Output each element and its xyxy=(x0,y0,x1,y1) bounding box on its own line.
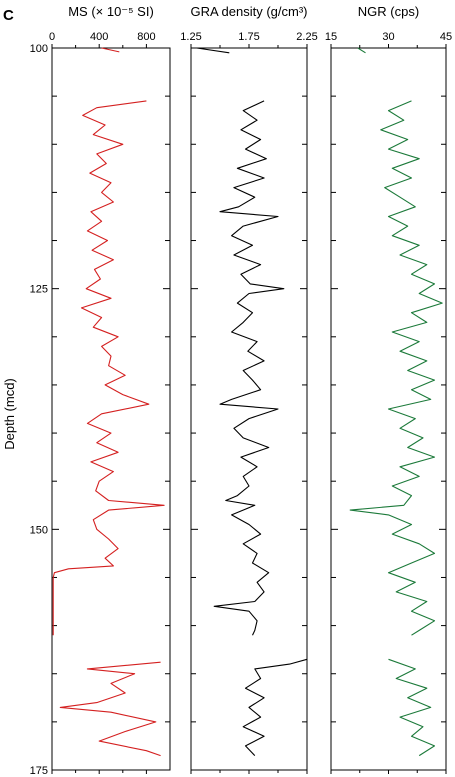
series-line xyxy=(101,47,120,53)
y-axis-label: Depth (mcd) xyxy=(2,378,17,450)
panel-title: NGR (cps) xyxy=(358,4,419,19)
y-tick-label: 150 xyxy=(30,524,48,536)
x-tick-label: 1.25 xyxy=(180,31,201,43)
y-tick-label: 100 xyxy=(30,43,48,55)
series-line xyxy=(59,661,161,757)
y-tick-label: 125 xyxy=(30,284,48,296)
x-tick-label: 2.25 xyxy=(296,31,317,43)
x-tick-label: 0 xyxy=(49,31,55,43)
x-tick-label: 1.75 xyxy=(238,31,259,43)
series-line xyxy=(388,658,436,757)
panel-frame xyxy=(51,47,171,771)
series-line xyxy=(196,47,230,54)
panel-frame xyxy=(190,47,308,771)
panel-letter: C xyxy=(3,7,14,24)
x-tick-label: 30 xyxy=(382,31,394,43)
series-line xyxy=(357,47,366,54)
axes-layer: MS (× 10⁻⁵ SI) 0 400 800 GRA density (g/cm³)… xyxy=(30,4,452,777)
panel-title: GRA density (g/cm³) xyxy=(190,4,307,19)
series-line xyxy=(52,100,165,636)
series-line xyxy=(349,100,443,636)
y-tick-label: 175 xyxy=(30,765,48,777)
panel-title: MS (× 10⁻⁵ SI) xyxy=(68,4,154,19)
x-tick-label: 800 xyxy=(137,31,155,43)
data-layer xyxy=(52,47,443,757)
x-tick-label: 45 xyxy=(440,31,452,43)
x-tick-label: 400 xyxy=(90,31,108,43)
series-line xyxy=(242,658,308,756)
x-tick-label: 15 xyxy=(325,31,337,43)
series-line xyxy=(213,100,285,636)
